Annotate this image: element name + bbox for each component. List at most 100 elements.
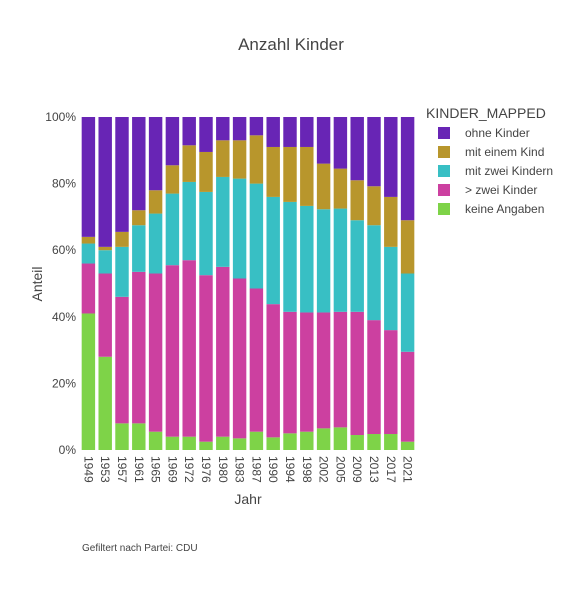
bar-segment[interactable] [400, 220, 415, 274]
bar-segment[interactable] [182, 436, 196, 450]
bar-segment[interactable] [115, 231, 129, 247]
bar-segment[interactable] [367, 320, 381, 435]
legend-swatch[interactable] [438, 184, 450, 196]
bar-segment[interactable] [333, 427, 348, 450]
bar-segment[interactable] [132, 225, 146, 272]
bar-segment[interactable] [232, 140, 247, 179]
bar-segment[interactable] [249, 183, 264, 289]
bar-segment[interactable] [148, 117, 163, 191]
bar-segment[interactable] [283, 201, 297, 312]
bar-segment[interactable] [165, 165, 180, 194]
legend-label[interactable]: > zwei Kinder [465, 183, 537, 197]
bar-segment[interactable] [98, 250, 112, 274]
bar-segment[interactable] [300, 431, 314, 450]
bar-segment[interactable] [384, 434, 398, 450]
bar-segment[interactable] [216, 117, 230, 141]
bar-segment[interactable] [115, 246, 129, 297]
bar-segment[interactable] [165, 265, 180, 437]
bar-segment[interactable] [283, 311, 297, 434]
bar-segment[interactable] [350, 180, 364, 221]
bar-segment[interactable] [400, 441, 415, 450]
bar-segment[interactable] [249, 117, 264, 136]
bar-segment[interactable] [115, 423, 129, 450]
bar-segment[interactable] [98, 117, 112, 247]
bar-segment[interactable] [165, 193, 180, 266]
bar-segment[interactable] [384, 246, 398, 331]
bar-segment[interactable] [400, 273, 415, 352]
bar-segment[interactable] [232, 438, 247, 450]
bar-segment[interactable] [98, 273, 112, 357]
legend-swatch[interactable] [438, 146, 450, 158]
bar-segment[interactable] [333, 117, 348, 169]
legend-swatch[interactable] [438, 165, 450, 177]
legend-label[interactable]: mit zwei Kindern [465, 164, 553, 178]
legend-label[interactable]: keine Angaben [465, 202, 544, 216]
bar-segment[interactable] [182, 260, 196, 437]
bar-segment[interactable] [367, 186, 381, 226]
bar-segment[interactable] [333, 311, 348, 428]
legend-label[interactable]: ohne Kinder [465, 126, 530, 140]
bar-segment[interactable] [300, 205, 314, 313]
bar-segment[interactable] [400, 351, 415, 442]
bar-segment[interactable] [367, 225, 381, 321]
legend-label[interactable]: mit einem Kind [465, 145, 544, 159]
bar-segment[interactable] [199, 441, 213, 450]
bar-segment[interactable] [316, 312, 331, 429]
bar-segment[interactable] [182, 117, 196, 146]
bar-segment[interactable] [266, 196, 280, 305]
bar-segment[interactable] [148, 190, 163, 214]
bar-segment[interactable] [132, 210, 146, 226]
bar-segment[interactable] [115, 117, 129, 232]
bar-segment[interactable] [132, 117, 146, 211]
bar-segment[interactable] [266, 304, 280, 438]
bar-segment[interactable] [132, 423, 146, 450]
bar-segment[interactable] [333, 168, 348, 209]
bar-segment[interactable] [81, 263, 96, 314]
bar-segment[interactable] [199, 275, 213, 442]
bar-segment[interactable] [98, 246, 112, 251]
legend-swatch[interactable] [438, 127, 450, 139]
bar-segment[interactable] [283, 433, 297, 450]
bar-segment[interactable] [300, 312, 314, 432]
bar-segment[interactable] [384, 117, 398, 197]
bar-segment[interactable] [367, 434, 381, 450]
bar-segment[interactable] [283, 146, 297, 202]
bar-segment[interactable] [266, 146, 280, 197]
bar-segment[interactable] [81, 117, 96, 237]
bar-segment[interactable] [232, 278, 247, 439]
bar-segment[interactable] [199, 117, 213, 152]
bar-segment[interactable] [199, 151, 213, 192]
bar-segment[interactable] [216, 436, 230, 450]
bar-segment[interactable] [216, 140, 230, 177]
bar-segment[interactable] [266, 117, 280, 147]
bar-segment[interactable] [384, 196, 398, 247]
bar-segment[interactable] [216, 176, 230, 267]
bar-segment[interactable] [283, 117, 297, 147]
bar-segment[interactable] [249, 135, 264, 184]
bar-segment[interactable] [132, 271, 146, 424]
bar-segment[interactable] [316, 163, 331, 210]
bar-segment[interactable] [249, 288, 264, 432]
bar-segment[interactable] [81, 236, 96, 244]
bar-segment[interactable] [165, 436, 180, 450]
bar-segment[interactable] [316, 209, 331, 313]
legend-swatch[interactable] [438, 203, 450, 215]
bar-segment[interactable] [367, 117, 381, 187]
bar-segment[interactable] [350, 117, 364, 181]
bar-segment[interactable] [232, 178, 247, 279]
bar-segment[interactable] [81, 313, 96, 450]
bar-segment[interactable] [350, 220, 364, 312]
bar-segment[interactable] [98, 356, 112, 450]
bar-segment[interactable] [266, 437, 280, 450]
bar-segment[interactable] [232, 117, 247, 141]
bar-segment[interactable] [148, 431, 163, 450]
bar-segment[interactable] [182, 181, 196, 261]
bar-segment[interactable] [165, 117, 180, 166]
bar-segment[interactable] [350, 435, 364, 450]
bar-segment[interactable] [300, 117, 314, 147]
bar-segment[interactable] [148, 213, 163, 274]
bar-segment[interactable] [316, 117, 331, 164]
bar-segment[interactable] [81, 243, 96, 264]
bar-segment[interactable] [300, 146, 314, 206]
bar-segment[interactable] [115, 296, 129, 424]
